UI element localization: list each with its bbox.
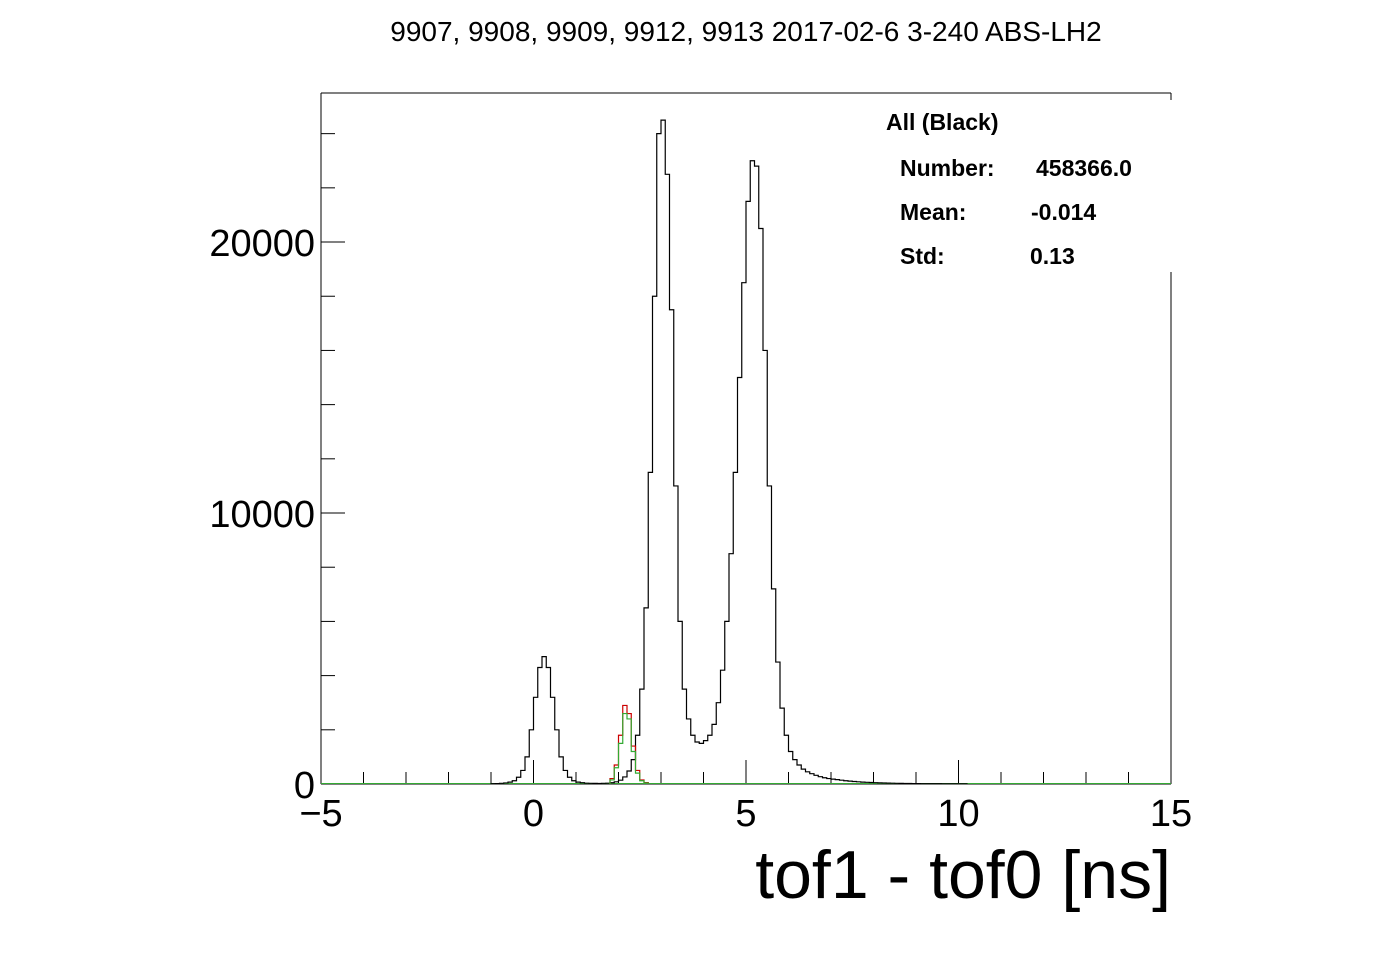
histogram-series <box>321 119 1171 785</box>
stats-box: All (Black) Number: 458366.0 Mean: -0.01… <box>872 100 1172 272</box>
x-tick-label: −5 <box>299 793 342 835</box>
y-tick-label: 0 <box>294 765 315 807</box>
y-tick-label: 20000 <box>209 223 315 265</box>
stats-header: All (Black) <box>886 109 998 135</box>
x-tick-label: 5 <box>735 793 756 835</box>
stats-number-label: Number: <box>900 155 995 181</box>
y-tick-label: 10000 <box>209 494 315 536</box>
x-tick-label: 0 <box>523 793 544 835</box>
series-line-2 <box>609 712 649 784</box>
x-tick-label: 15 <box>1150 793 1192 835</box>
series-line-1 <box>609 704 649 784</box>
stats-mean-value: -0.014 <box>1031 199 1096 225</box>
stats-number-value: 458366.0 <box>1036 155 1132 181</box>
series-line-0 <box>490 119 968 785</box>
x-tick-label: 10 <box>937 793 979 835</box>
stats-std-label: Std: <box>900 243 945 269</box>
stats-std-value: 0.13 <box>1030 243 1075 269</box>
stats-mean-label: Mean: <box>900 199 966 225</box>
chart-title: 9907, 9908, 9909, 9912, 9913 2017-02-6 3… <box>390 16 1101 47</box>
x-axis-title: tof1 - tof0 [ns] <box>755 837 1171 913</box>
